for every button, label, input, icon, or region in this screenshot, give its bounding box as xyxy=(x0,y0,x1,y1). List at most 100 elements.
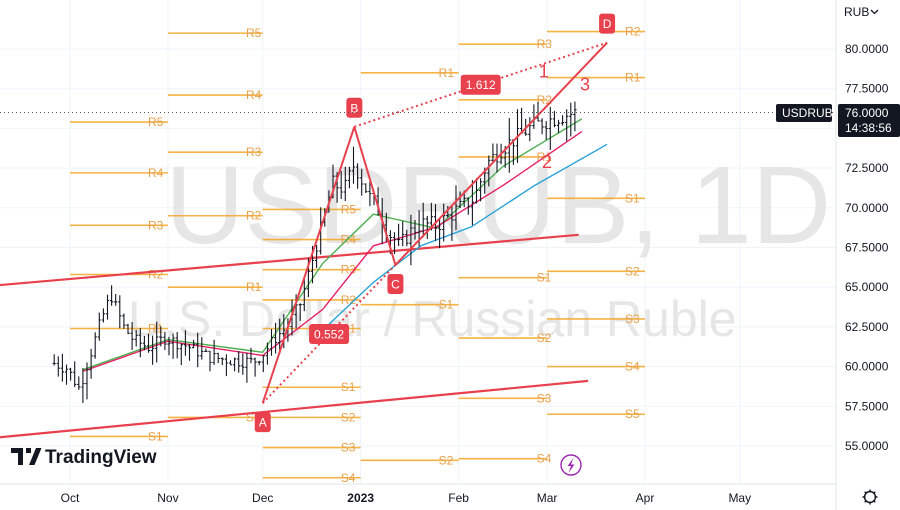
price-bar xyxy=(442,203,446,242)
pattern-ratio-box xyxy=(460,74,501,95)
price-bar xyxy=(126,323,130,335)
price-bar xyxy=(77,376,81,390)
watermark-description: U.S. Dollar / Russian Ruble xyxy=(128,291,737,347)
pivot-label-s1: S1 xyxy=(625,191,640,205)
bar-countdown: 14:38:56 xyxy=(845,121,892,135)
price-bar xyxy=(556,119,561,133)
x-tick-label: Nov xyxy=(157,491,178,505)
last-price-symbol: USDRUB xyxy=(782,106,833,120)
price-bar xyxy=(491,143,495,163)
y-tick-label: 65.0000 xyxy=(845,280,889,294)
lightning-icon xyxy=(567,458,575,473)
price-bar xyxy=(265,342,269,365)
price-bar xyxy=(540,118,544,135)
wave-label: 1 xyxy=(539,62,549,82)
price-bar xyxy=(253,357,257,377)
green-moving-average xyxy=(82,118,583,371)
x-tick-label: Feb xyxy=(448,491,469,505)
price-bar xyxy=(421,202,425,238)
currency-selector[interactable]: RUB xyxy=(844,5,879,19)
price-bar xyxy=(261,355,265,373)
price-bar xyxy=(163,331,167,350)
price-bar xyxy=(73,361,77,387)
price-bar xyxy=(401,221,405,247)
pivot-label-r4: R4 xyxy=(246,88,262,102)
price-bar xyxy=(487,155,491,187)
pivot-label-s1: S1 xyxy=(148,429,163,443)
watermark: USDRUB, 1D U.S. Dollar / Russian Ruble xyxy=(128,144,831,347)
price-bar xyxy=(544,121,548,140)
price-bar xyxy=(159,326,163,347)
x-tick-label: Mar xyxy=(537,491,558,505)
price-bar xyxy=(532,104,536,129)
price-bar xyxy=(565,109,569,142)
price-bar xyxy=(187,343,192,361)
pivot-label-r4: R4 xyxy=(148,166,164,180)
y-tick-label: 55.0000 xyxy=(845,439,889,453)
price-bar xyxy=(573,101,577,132)
price-bar xyxy=(69,367,73,381)
x-axis[interactable]: Oct Nov Dec 2023 Feb Mar Apr May xyxy=(61,491,751,505)
price-bar xyxy=(552,110,556,128)
trendline xyxy=(0,233,579,287)
price-bar xyxy=(249,347,253,364)
price-bar xyxy=(241,353,245,375)
currency-label[interactable]: RUB xyxy=(844,5,869,19)
price-bar xyxy=(208,350,212,372)
y-tick-label: 57.5000 xyxy=(845,399,889,413)
pivot-label-s1: S1 xyxy=(341,380,356,394)
pivot-label-r1: R1 xyxy=(439,66,455,80)
x-tick-label: 2023 xyxy=(347,491,374,505)
pattern-point-c: C xyxy=(391,277,400,291)
y-tick-label: 80.0000 xyxy=(845,42,889,56)
pivot-label-r1: R1 xyxy=(625,71,641,85)
price-bar xyxy=(110,285,114,306)
pivot-label-r3: R3 xyxy=(341,263,357,277)
pattern-leg-ab xyxy=(261,126,356,404)
wave-label: 2 xyxy=(542,152,552,172)
price-bar xyxy=(454,185,458,231)
y-tick-label: 62.5000 xyxy=(845,320,889,334)
settings-button[interactable] xyxy=(862,489,878,505)
pivot-label-r2: R2 xyxy=(148,267,164,281)
price-bar xyxy=(204,348,208,352)
price-bar xyxy=(413,220,417,240)
last-price-badge: USDRUB 76.0000 14:38:56 xyxy=(776,104,900,137)
x-tick-label: May xyxy=(728,491,751,505)
price-bar xyxy=(101,308,105,323)
price-bar xyxy=(89,348,93,379)
price-bar xyxy=(466,197,470,215)
price-bar xyxy=(409,214,413,266)
chevron-down-icon[interactable] xyxy=(870,9,879,15)
pattern-point-d: D xyxy=(603,17,612,31)
price-bar xyxy=(146,333,151,353)
tradingview-logo-icon xyxy=(11,448,42,465)
lightning-circle[interactable] xyxy=(560,454,582,476)
pivot-label-r3: R3 xyxy=(246,145,262,159)
pivot-label-s4: S4 xyxy=(341,471,356,485)
price-bar xyxy=(93,332,97,359)
pattern-ratio-label: 0.552 xyxy=(314,328,344,342)
price-bar xyxy=(360,168,364,196)
pattern-point-a-box xyxy=(254,412,271,433)
pivot-label-s3: S3 xyxy=(625,312,640,326)
last-price-value-box xyxy=(838,104,900,137)
watermark-symbol: USDRUB, 1D xyxy=(165,144,831,267)
trendlines xyxy=(0,233,589,439)
price-bar xyxy=(479,178,483,202)
price-bar xyxy=(183,330,187,356)
pivot-label-r3: R3 xyxy=(537,37,553,51)
tradingview-logo-text: TradingView xyxy=(45,447,157,468)
lightning-button[interactable] xyxy=(560,454,582,476)
price-bar xyxy=(130,322,134,350)
price-bar xyxy=(339,171,343,199)
pattern-point-d-box xyxy=(599,13,616,34)
price-bar xyxy=(179,343,183,366)
tradingview-logo[interactable]: TradingView xyxy=(11,447,157,468)
pivot-label-s2: S2 xyxy=(439,453,454,467)
price-bar xyxy=(224,354,228,377)
x-tick-label: Apr xyxy=(636,491,655,505)
price-bar xyxy=(520,107,524,134)
pivot-label-s5: S5 xyxy=(625,407,640,421)
